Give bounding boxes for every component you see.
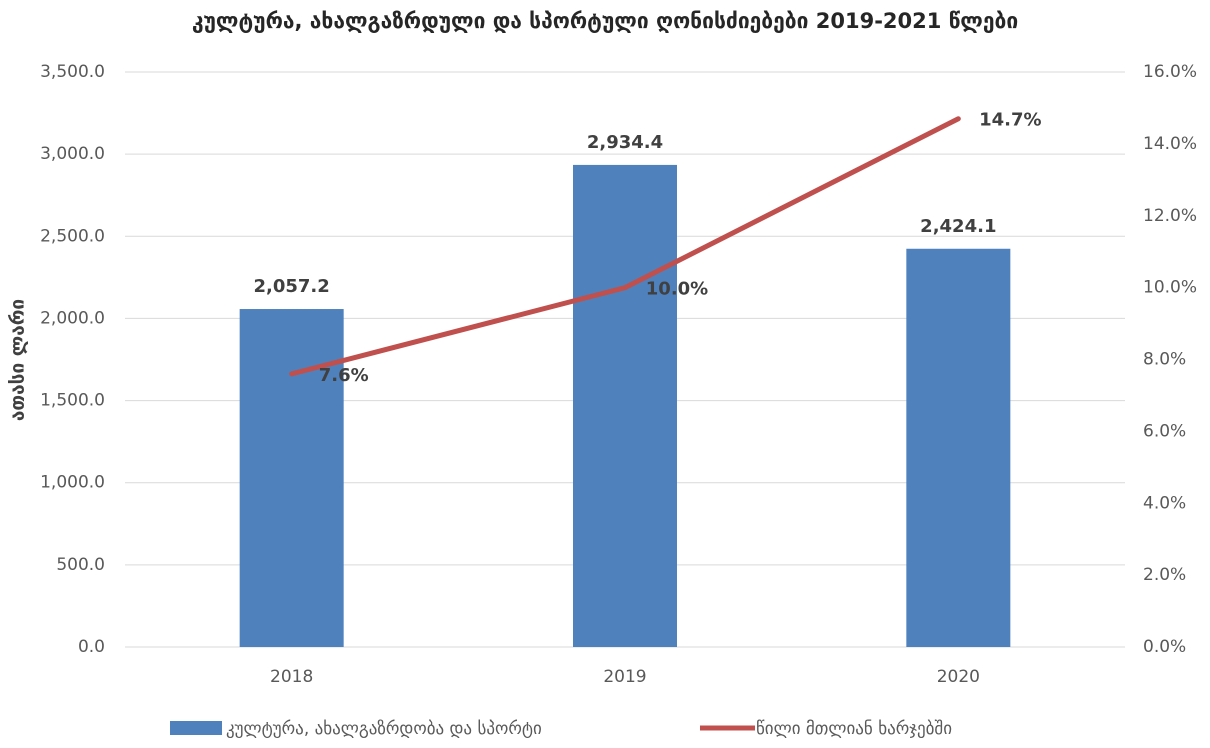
bar: [573, 164, 677, 648]
y-tick-label: 1,000.0: [40, 473, 105, 493]
y-tick-label: 2,500.0: [40, 226, 105, 246]
y2-tick-label: 16.0%: [1143, 62, 1197, 82]
bar: [239, 309, 344, 647]
y2-tick-label: 6.0%: [1143, 421, 1186, 441]
legend-swatch: [170, 721, 222, 735]
legend-label: კულტურა, ახალგაზრდობა და სპორტი: [226, 719, 542, 739]
data-label: 2,424.1: [920, 216, 996, 237]
y2-tick-label: 12.0%: [1143, 206, 1197, 226]
data-label: 10.0%: [646, 279, 708, 300]
y-tick-label: 3,000.0: [40, 144, 105, 164]
data-label: 2,934.4: [587, 132, 663, 153]
data-label: 2,057.2: [254, 276, 330, 297]
chart-title: კულტურა, ახალგაზრდული და სპორტული ღონისძ…: [192, 9, 1018, 33]
y2-tick-label: 4.0%: [1143, 493, 1186, 513]
line: [289, 116, 961, 377]
y-tick-label: 2,000.0: [40, 308, 105, 328]
y-tick-label: 3,500.0: [40, 62, 105, 82]
y-axis-label: ათასი ლარი: [7, 299, 29, 421]
legend-label: წილი მთლიან ხარჯებში: [756, 719, 952, 739]
x-tick-label: 2019: [603, 667, 646, 687]
y-tick-label: 1,500.0: [40, 391, 105, 411]
y2-tick-label: 14.0%: [1143, 134, 1197, 154]
y2-tick-label: 0.0%: [1143, 637, 1186, 657]
y-tick-label: 500.0: [56, 555, 105, 575]
bar: [906, 248, 1011, 647]
data-label: 14.7%: [979, 110, 1041, 131]
y-tick-label: 0.0: [78, 637, 105, 657]
x-tick-label: 2020: [937, 667, 980, 687]
data-label: 7.6%: [319, 365, 369, 386]
y2-tick-label: 10.0%: [1143, 278, 1197, 298]
y2-tick-label: 8.0%: [1143, 350, 1186, 370]
y2-tick-label: 2.0%: [1143, 565, 1186, 585]
x-tick-label: 2018: [270, 667, 313, 687]
